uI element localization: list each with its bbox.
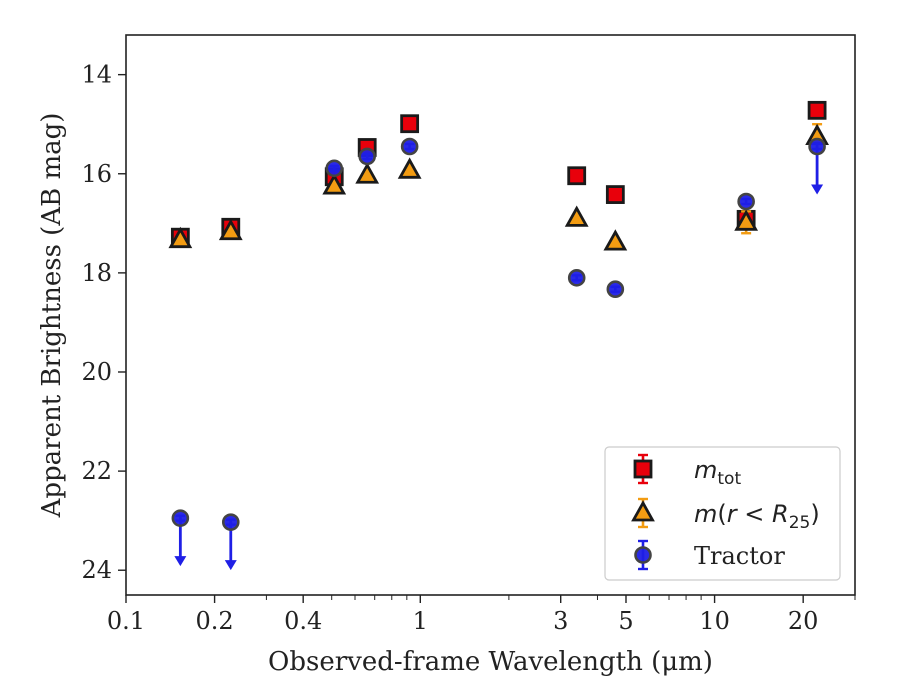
data-point bbox=[221, 513, 240, 531]
x-axis-ticks: 0.1 0.2 0.4 1 3 5 10 20 bbox=[107, 595, 856, 635]
data-point bbox=[400, 137, 419, 156]
x-tick-label: 10 bbox=[699, 607, 730, 635]
legend-marker bbox=[631, 500, 655, 522]
y-axis-ticks: 14 16 18 20 22 24 bbox=[81, 61, 126, 584]
legend-entry: Tractor bbox=[634, 539, 785, 571]
data-point bbox=[564, 205, 589, 227]
data-point bbox=[322, 173, 347, 195]
legend-label: Tractor bbox=[694, 542, 785, 570]
data-point bbox=[358, 147, 376, 166]
data-point bbox=[218, 218, 243, 241]
x-axis-label: Observed-frame Wavelength (μm) bbox=[268, 647, 713, 677]
data-marks bbox=[168, 100, 829, 571]
y-tick-label: 16 bbox=[81, 160, 112, 188]
data-point bbox=[808, 137, 826, 156]
plot-frame bbox=[125, 34, 856, 596]
upper-limit-arrowhead bbox=[174, 556, 187, 567]
x-tick-label: 20 bbox=[788, 607, 819, 635]
legend-label: m(r < R25) bbox=[694, 500, 820, 533]
legend-marker bbox=[634, 546, 652, 564]
x-tick-label: 3 bbox=[553, 607, 568, 635]
upper-limit-arrowhead bbox=[224, 560, 237, 571]
data-point bbox=[171, 509, 190, 527]
data-point bbox=[325, 159, 344, 178]
legend-entry: mtot bbox=[633, 453, 741, 489]
series-square bbox=[170, 100, 827, 247]
data-point bbox=[605, 185, 625, 204]
data-point bbox=[567, 269, 586, 287]
x-tick-label: 0.4 bbox=[284, 607, 322, 635]
data-point bbox=[606, 280, 625, 299]
legend-entry: m(r < R25) bbox=[631, 497, 820, 533]
x-tick-label: 0.1 bbox=[107, 607, 145, 635]
series-triangle bbox=[168, 123, 829, 251]
y-tick-label: 24 bbox=[81, 556, 112, 584]
data-point bbox=[807, 100, 827, 120]
x-tick-label: 0.2 bbox=[196, 607, 234, 635]
data-point bbox=[355, 162, 380, 184]
data-point bbox=[734, 209, 759, 231]
y-tick-label: 20 bbox=[81, 358, 112, 386]
y-tick-label: 22 bbox=[81, 457, 112, 485]
series-circle bbox=[171, 137, 826, 571]
legend-label: mtot bbox=[694, 456, 741, 489]
legend-marker bbox=[633, 459, 653, 479]
legend: mtot m(r < R25) Tractor bbox=[604, 446, 841, 581]
x-tick-label: 5 bbox=[618, 607, 633, 635]
data-point bbox=[397, 157, 422, 179]
data-point bbox=[603, 229, 628, 251]
data-point bbox=[400, 114, 420, 134]
y-tick-label: 18 bbox=[81, 259, 112, 287]
data-point bbox=[567, 166, 587, 186]
data-point bbox=[168, 226, 193, 249]
x-tick-label: 1 bbox=[413, 607, 428, 635]
legend-box bbox=[604, 446, 841, 581]
data-point bbox=[737, 192, 755, 211]
upper-limit-arrowhead bbox=[811, 184, 824, 195]
y-axis-label: Apparent Brightness (AB mag) bbox=[37, 113, 67, 519]
y-tick-label: 14 bbox=[81, 61, 112, 89]
